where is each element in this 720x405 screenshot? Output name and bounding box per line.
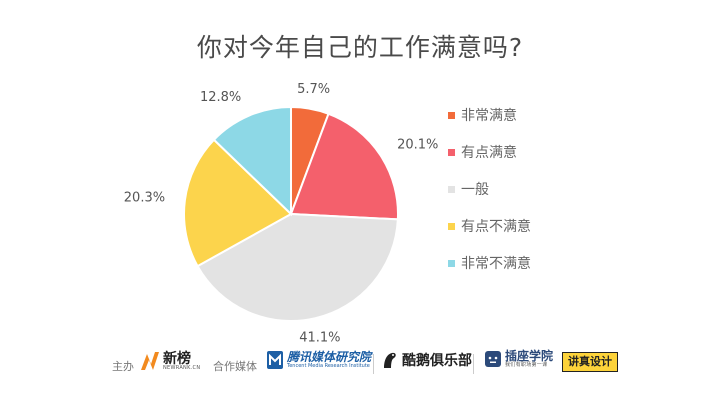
legend-label: 一般 (461, 182, 489, 198)
divider (373, 354, 374, 374)
chazuo-sub: 我们有职场第一课 (505, 362, 548, 369)
legend-label: 非常满意 (461, 108, 517, 124)
jiangzhen-name: 讲真设计 (562, 352, 618, 372)
legend-label: 有点满意 (461, 145, 517, 161)
legend-item-somewhat-dissatisfied: 有点不满意 (448, 216, 531, 236)
newrank-icon (141, 352, 159, 370)
tencent-media-sub: Tencent Media Research Institute (287, 362, 370, 369)
legend-item-somewhat-satisfied: 有点满意 (448, 142, 517, 162)
goose-icon (384, 352, 396, 368)
legend-swatch (448, 148, 455, 156)
divider (473, 354, 474, 374)
newrank-sub: NEWRANK.CN (163, 364, 201, 371)
newrank-name: 新榜 (163, 350, 191, 367)
legend-swatch (448, 222, 455, 230)
slice-neutral (196, 212, 399, 322)
kuge-club-name: 酷鹅俱乐部 (402, 353, 472, 369)
newrank-logo: 新榜 NEWRANK.CN (140, 350, 200, 372)
tencent-media-name: 腾讯媒体研究院 (287, 349, 372, 364)
slice-value-label: 5.7% (297, 82, 330, 97)
legend-swatch (448, 259, 455, 267)
slice-value-label: 20.3% (124, 191, 165, 206)
slice-somewhat-satisfied (289, 112, 399, 221)
jiangzhen-logo: 讲真设计 (562, 352, 618, 372)
slice-very-dissatisfied (212, 105, 292, 217)
slice-value-label: 20.1% (397, 137, 438, 152)
legend-swatch (448, 185, 455, 193)
chazuo-logo: 插座学院 我们有职场第一课 (484, 349, 554, 369)
socket-icon (485, 351, 501, 368)
partner-label: 合作媒体 (213, 360, 257, 373)
legend-label: 有点不满意 (461, 219, 531, 235)
kuge-club-logo: 酷鹅俱乐部 (381, 350, 472, 370)
tencent-media-icon (267, 351, 283, 369)
chart-title: 你对今年自己的工作满意吗? (196, 33, 524, 62)
legend-label: 非常不满意 (461, 256, 531, 272)
slice-value-label: 12.8% (200, 90, 241, 105)
legend-item-neutral: 一般 (448, 179, 489, 199)
legend-item-very-satisfied: 非常满意 (448, 105, 517, 125)
chazuo-name: 插座学院 (505, 349, 554, 363)
host-label: 主办 (112, 360, 134, 373)
tencent-media-logo: 腾讯媒体研究院 Tencent Media Research Institute (266, 350, 371, 370)
legend-item-very-dissatisfied: 非常不满意 (448, 253, 531, 273)
slice-somewhat-dissatisfied (183, 138, 293, 268)
legend-swatch (448, 111, 455, 119)
footer: 主办 新榜 NEWRANK.CN 合作媒体 腾讯媒体研究院 Tencent Me… (0, 346, 720, 382)
slice-value-label: 41.1% (299, 331, 340, 346)
